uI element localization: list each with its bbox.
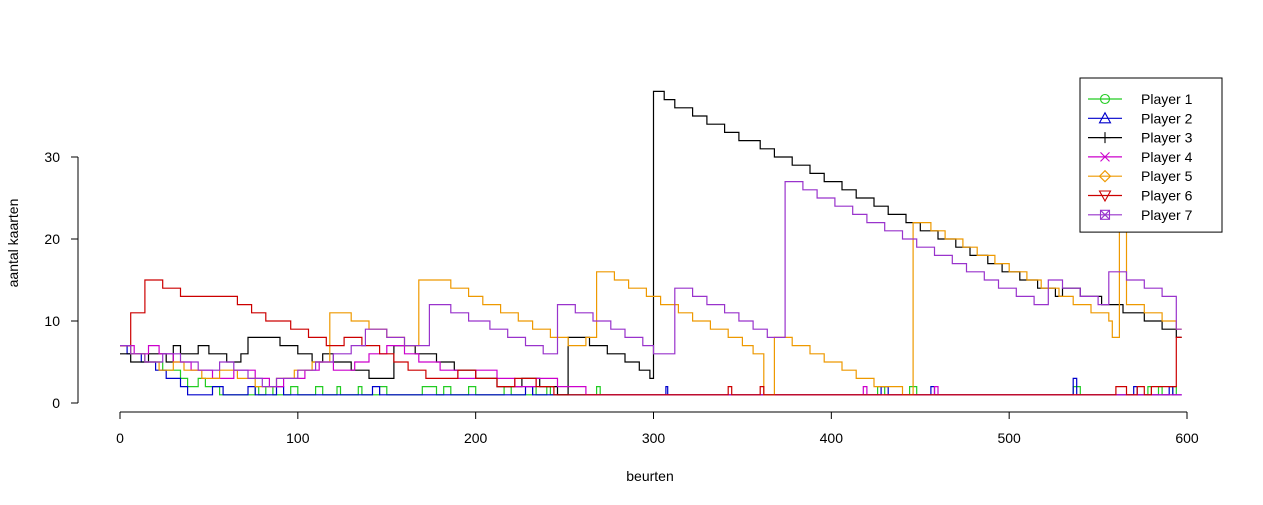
series-line-player-6: [120, 279, 1182, 396]
series-line-player-2: [120, 345, 1182, 396]
y-tick-label: 10: [44, 313, 60, 329]
y-tick-label: 0: [52, 395, 60, 411]
legend-marker-triangle: [1098, 111, 1112, 124]
legend-label: Player 7: [1141, 207, 1193, 223]
x-tick-label: 100: [286, 430, 310, 446]
y-tick-label: 30: [44, 149, 60, 165]
y-tick-label: 20: [44, 231, 60, 247]
legend-marker-x: [1100, 152, 1110, 162]
legend-label: Player 6: [1141, 188, 1193, 204]
legend-label: Player 4: [1141, 149, 1193, 165]
series-layer: [120, 90, 1182, 396]
x-axis-title: beurten: [626, 468, 673, 484]
x-tick-label: 400: [820, 430, 844, 446]
x-tick-label: 300: [642, 430, 666, 446]
legend-marker-circle: [1099, 93, 1111, 105]
series-line-player-7: [120, 181, 1182, 388]
legend-label: Player 5: [1141, 168, 1193, 184]
legend-marker-box-x: [1099, 209, 1111, 220]
legend-label: Player 3: [1141, 130, 1193, 146]
x-tick-label: 500: [997, 430, 1021, 446]
legend-label: Player 2: [1141, 110, 1193, 126]
x-tick-label: 200: [464, 430, 488, 446]
legend-label: Player 1: [1141, 91, 1193, 107]
x-tick-label: 0: [116, 430, 124, 446]
legend-marker-plus: [1099, 132, 1111, 144]
legend-marker-diamond: [1098, 169, 1112, 183]
y-axis-title: aantal kaarten: [5, 199, 21, 288]
legend: Player 1 Player 2 Player 3 Player 4 Player 5…: [1079, 77, 1223, 233]
axes-layer: 0 100 200 300 400 500 600 0 10 20 30: [44, 149, 1198, 446]
x-tick-label: 600: [1175, 430, 1199, 446]
legend-marker-triangle-down: [1098, 190, 1112, 203]
